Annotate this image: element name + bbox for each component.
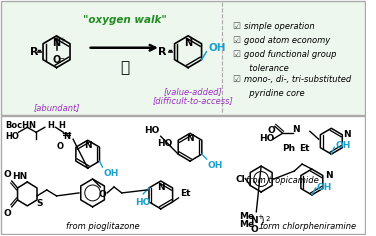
Text: Ph: Ph <box>282 144 295 153</box>
Text: HO: HO <box>157 139 172 148</box>
Text: N: N <box>343 130 351 139</box>
Text: N: N <box>186 134 194 143</box>
Text: ☑: ☑ <box>232 22 240 31</box>
Text: O: O <box>4 209 12 218</box>
Text: OH: OH <box>103 169 119 178</box>
Text: Me: Me <box>239 220 254 229</box>
Text: "oxygen walk": "oxygen walk" <box>83 15 167 25</box>
Text: N: N <box>84 141 91 150</box>
Text: N: N <box>293 125 300 134</box>
Text: HO: HO <box>144 126 159 135</box>
Text: OH: OH <box>208 43 226 53</box>
Bar <box>1 1 365 115</box>
Text: HO: HO <box>259 134 274 143</box>
Text: O: O <box>52 55 61 65</box>
Text: +: + <box>59 37 65 43</box>
Text: Cl: Cl <box>236 175 245 184</box>
Text: +: + <box>257 214 263 220</box>
Text: [value-added]: [value-added] <box>164 87 222 96</box>
Text: HN: HN <box>12 172 27 181</box>
Text: N: N <box>53 38 61 48</box>
Text: BocHN: BocHN <box>5 121 36 130</box>
Text: O: O <box>4 169 12 179</box>
Text: good functional group: good functional group <box>244 50 336 59</box>
Text: good atom economy: good atom economy <box>244 36 330 45</box>
Text: N: N <box>157 183 165 192</box>
Text: S: S <box>37 199 43 208</box>
Text: N: N <box>184 38 192 48</box>
Text: tolerance: tolerance <box>244 64 288 73</box>
Text: −: − <box>257 226 263 232</box>
Text: R: R <box>159 47 167 57</box>
Text: ): ) <box>260 216 264 225</box>
Text: simple operation: simple operation <box>244 22 314 31</box>
Text: −: − <box>58 56 64 62</box>
Text: from tropicamide: from tropicamide <box>246 176 319 185</box>
Text: H: H <box>47 121 54 130</box>
Bar <box>1 116 365 234</box>
Text: ☑: ☑ <box>232 50 240 59</box>
Text: O: O <box>99 190 106 199</box>
Text: H: H <box>59 121 65 130</box>
Text: Et: Et <box>180 190 191 198</box>
Text: mono-, di-, tri-substituted: mono-, di-, tri-substituted <box>244 75 351 84</box>
Text: N: N <box>325 171 332 180</box>
Text: form chlorpheniramine: form chlorpheniramine <box>260 222 356 231</box>
Text: from pioglitazone: from pioglitazone <box>65 222 139 231</box>
Text: Me: Me <box>239 212 254 221</box>
Text: ☑: ☑ <box>232 75 240 84</box>
Text: O: O <box>56 142 64 151</box>
Text: O: O <box>267 126 275 135</box>
Text: ☑: ☑ <box>232 36 240 45</box>
Text: HO: HO <box>135 198 151 207</box>
Text: pyridine core: pyridine core <box>244 88 304 97</box>
Text: Et: Et <box>299 144 309 153</box>
Text: OH: OH <box>208 161 223 170</box>
Text: [difficult-to-access]: [difficult-to-access] <box>153 96 233 105</box>
Text: R: R <box>30 47 38 57</box>
Text: N: N <box>250 216 258 225</box>
Text: [abundant]: [abundant] <box>33 103 80 112</box>
Text: N: N <box>63 132 70 141</box>
Text: HO: HO <box>5 132 19 141</box>
Text: 2: 2 <box>265 216 270 222</box>
Text: O: O <box>250 225 258 234</box>
Text: OH: OH <box>317 183 332 192</box>
Text: 💡: 💡 <box>120 60 129 75</box>
Text: OH: OH <box>335 141 350 150</box>
